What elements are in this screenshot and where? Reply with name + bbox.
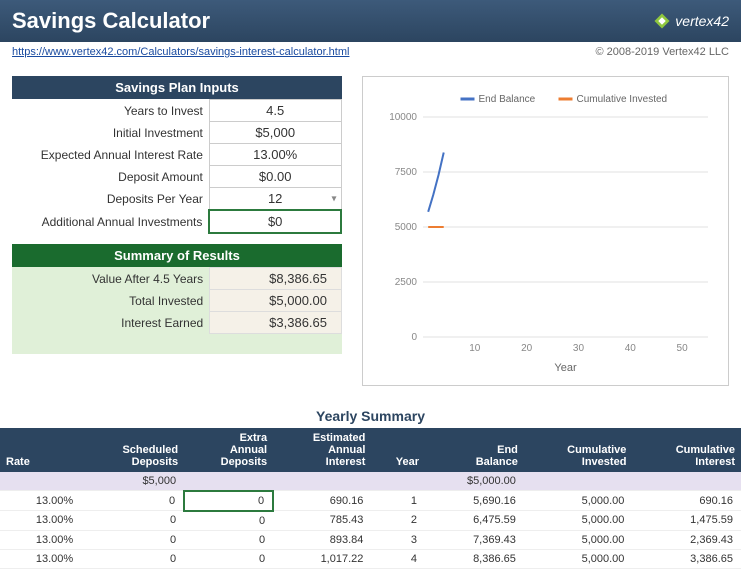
yearly-cell[interactable]: 0 [81,549,184,568]
yearly-cell [524,472,633,491]
svg-text:10: 10 [469,343,481,354]
yearly-cell[interactable]: 0 [81,511,184,531]
yearly-cell[interactable]: 0 [184,549,273,568]
yearly-header: CumulativeInvested [524,428,633,472]
yearly-cell[interactable]: 690.16 [632,491,741,511]
yearly-cell[interactable]: 1,475.59 [632,511,741,531]
yearly-header: ExtraAnnualDeposits [184,428,273,472]
yearly-cell [632,472,741,491]
svg-text:Year: Year [554,362,577,374]
svg-text:0: 0 [411,332,417,343]
yearly-cell[interactable]: 2,369.43 [632,530,741,549]
logo-icon [653,12,671,30]
yearly-cell [371,472,425,491]
svg-text:20: 20 [521,343,533,354]
yearly-cell[interactable]: 785.43 [273,511,371,531]
input-label: Additional Annual Investments [12,210,209,233]
yearly-cell [0,472,81,491]
yearly-cell[interactable]: 5,690.16 [425,491,524,511]
yearly-cell[interactable]: 4 [371,549,425,568]
yearly-cell[interactable]: 3 [371,530,425,549]
yearly-cell[interactable]: 1,017.22 [273,549,371,568]
yearly-cell[interactable]: 0 [81,530,184,549]
results-section-title: Summary of Results [12,244,342,267]
result-label: Interest Earned [12,312,210,334]
yearly-cell[interactable]: 2 [371,511,425,531]
results-table: Value After 4.5 Years$8,386.65Total Inve… [12,267,342,334]
input-label: Years to Invest [12,100,209,122]
yearly-cell[interactable]: 3,386.65 [632,549,741,568]
logo: vertex42 [653,12,729,30]
input-value[interactable]: $5,000 [209,122,341,144]
yearly-cell[interactable]: 5,000.00 [524,549,633,568]
result-value: $8,386.65 [210,268,342,290]
page-title: Savings Calculator [12,8,210,34]
svg-text:10000: 10000 [389,112,417,123]
yearly-cell[interactable]: 893.84 [273,530,371,549]
logo-text: vertex42 [675,13,729,29]
yearly-cell[interactable]: 6,475.59 [425,511,524,531]
yearly-header: CumulativeInterest [632,428,741,472]
yearly-cell [184,472,273,491]
yearly-cell[interactable]: 0 [184,511,273,531]
copyright: © 2008-2019 Vertex42 LLC [596,46,729,58]
yearly-header: EstimatedAnnualInterest [273,428,371,472]
svg-text:Cumulative Invested: Cumulative Invested [577,94,668,105]
input-label: Initial Investment [12,122,209,144]
yearly-cell[interactable]: 0 [184,530,273,549]
input-label: Expected Annual Interest Rate [12,144,209,166]
yearly-cell[interactable]: 1 [371,491,425,511]
yearly-cell[interactable]: 0 [184,491,273,511]
input-value[interactable]: $0 [209,210,341,233]
yearly-title: Yearly Summary [0,394,741,428]
yearly-cell[interactable]: 8,386.65 [425,549,524,568]
yearly-cell[interactable]: 5,000.00 [524,491,633,511]
svg-text:2500: 2500 [395,277,418,288]
svg-text:30: 30 [573,343,585,354]
yearly-header: ScheduledDeposits [81,428,184,472]
yearly-cell: $5,000 [81,472,184,491]
yearly-cell[interactable]: 13.00% [0,530,81,549]
svg-text:40: 40 [625,343,637,354]
yearly-cell[interactable]: 13.00% [0,511,81,531]
chart: End Balance Cumulative Invested 0 2500 5000 7… [362,76,729,386]
yearly-cell[interactable]: 0 [81,491,184,511]
yearly-cell[interactable]: 13.00% [0,549,81,568]
input-value[interactable]: 12▾ [209,188,341,211]
input-label: Deposit Amount [12,166,209,188]
yearly-cell[interactable]: 5,000.00 [524,530,633,549]
svg-text:7500: 7500 [395,167,418,178]
yearly-cell[interactable]: 7,369.43 [425,530,524,549]
inputs-section-title: Savings Plan Inputs [12,76,342,99]
input-value[interactable]: 4.5 [209,100,341,122]
result-label: Value After 4.5 Years [12,268,210,290]
yearly-cell[interactable]: 690.16 [273,491,371,511]
input-label: Deposits Per Year [12,188,209,211]
header: Savings Calculator vertex42 [0,0,741,42]
yearly-cell[interactable]: 5,000.00 [524,511,633,531]
yearly-cell[interactable]: 13.00% [0,491,81,511]
svg-text:50: 50 [677,343,689,354]
yearly-cell [273,472,371,491]
yearly-table: RateScheduledDepositsExtraAnnualDeposits… [0,428,741,569]
inputs-table: Years to Invest4.5Initial Investment$5,0… [12,99,342,234]
result-value: $5,000.00 [210,290,342,312]
input-value[interactable]: $0.00 [209,166,341,188]
result-label: Total Invested [12,290,210,312]
input-value[interactable]: 13.00% [209,144,341,166]
yearly-header: EndBalance [425,428,524,472]
chevron-down-icon[interactable]: ▾ [331,193,336,204]
yearly-header: Year [371,428,425,472]
source-url-link[interactable]: https://www.vertex42.com/Calculators/sav… [12,46,349,58]
yearly-header: Rate [0,428,81,472]
subhead: https://www.vertex42.com/Calculators/sav… [0,42,741,68]
svg-text:End Balance: End Balance [479,94,536,105]
yearly-cell: $5,000.00 [425,472,524,491]
result-value: $3,386.65 [210,312,342,334]
svg-text:5000: 5000 [395,222,418,233]
